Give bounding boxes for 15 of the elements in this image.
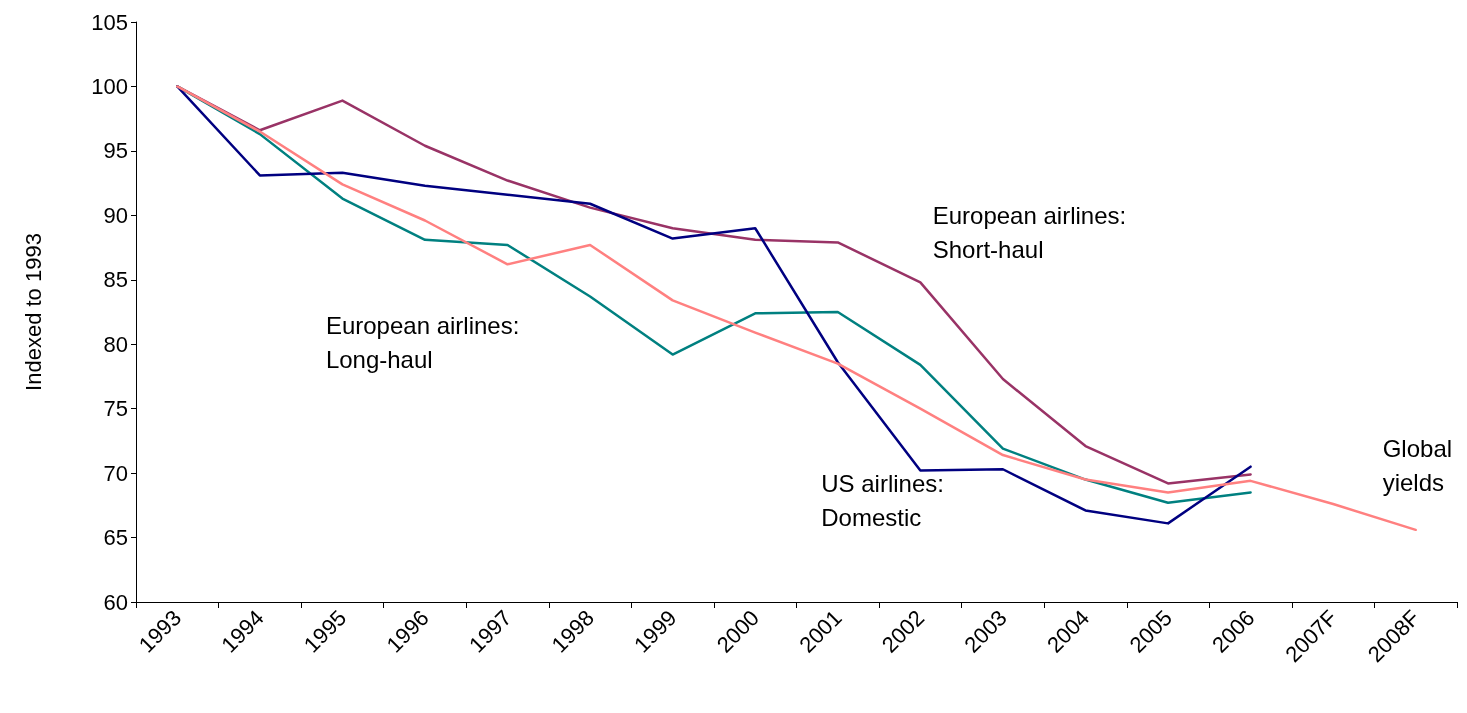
y-axis-title: Indexed to 1993 bbox=[20, 233, 46, 391]
series-label: European airlines: Short-haul bbox=[932, 202, 1127, 264]
y-tick-label: 105 bbox=[91, 9, 128, 35]
text: European airlines: Long-haul bbox=[325, 311, 520, 373]
y-tick-label: 90 bbox=[103, 202, 128, 228]
series-label: US airlines: Domestic bbox=[821, 470, 944, 532]
y-tick-label: 85 bbox=[103, 267, 128, 293]
y-tick-label: 60 bbox=[103, 589, 128, 615]
y-tick-label: 100 bbox=[91, 73, 128, 99]
series-label: Global yields bbox=[1382, 435, 1453, 497]
y-tick-label: 65 bbox=[103, 525, 128, 551]
y-tick-label: 80 bbox=[103, 331, 128, 357]
y-tick-label: 75 bbox=[103, 396, 128, 422]
y-tick-label: 95 bbox=[103, 138, 128, 164]
y-tick-label: 70 bbox=[103, 460, 128, 486]
